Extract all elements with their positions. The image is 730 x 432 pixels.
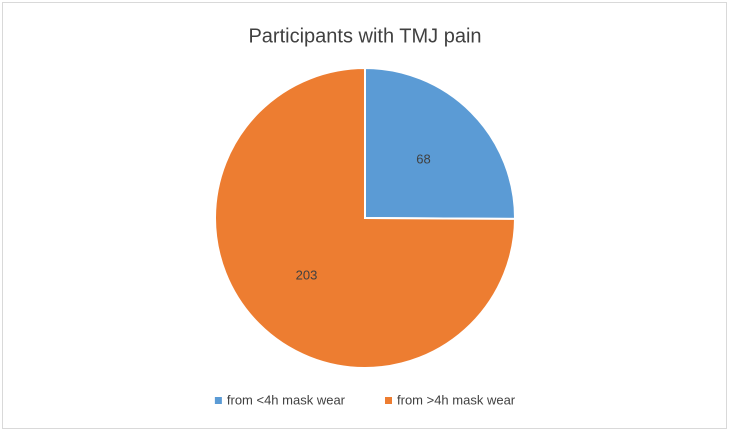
pie-slice xyxy=(214,66,517,369)
data-label: 203 xyxy=(296,268,318,283)
legend-swatch xyxy=(385,397,392,404)
legend-swatch xyxy=(214,397,222,404)
pie-slice xyxy=(364,66,516,220)
data-label: 68 xyxy=(416,151,430,166)
legend-label: from >4h mask wear xyxy=(397,392,516,407)
legend-label: from <4h mask wear xyxy=(227,392,346,407)
chart-title: Participants with TMJ pain xyxy=(248,25,481,47)
